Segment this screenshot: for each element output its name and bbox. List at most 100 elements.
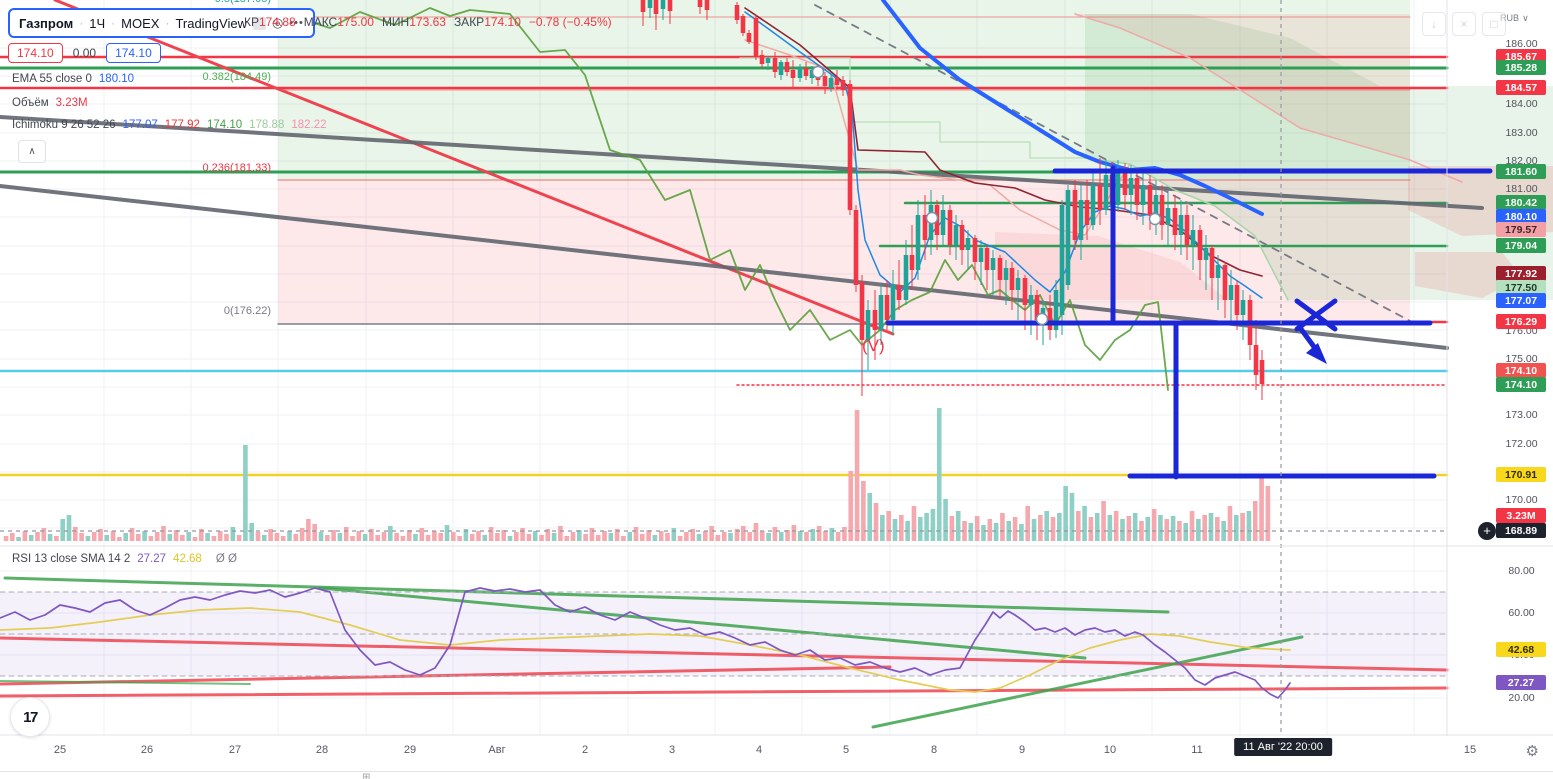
price-badge: 174.10 (1496, 363, 1546, 378)
ichimoku-legend-values: 177.07 177.92 174.10 178.88 182.22 (123, 119, 334, 131)
fib-level-label[interactable]: 0.236(181.33) (202, 162, 272, 174)
price-axis-label: 60.00 (1508, 607, 1535, 619)
symbol-toolbar[interactable]: Газпром · 1Ч · MOEX · TradingView ◎ ••• (8, 8, 315, 38)
volume-bar (993, 523, 999, 541)
volume-bar (243, 445, 248, 541)
price-badge: 180.10 (1496, 209, 1546, 224)
fib-level-label[interactable]: 0(176.22) (223, 305, 271, 317)
volume-bar (1259, 477, 1264, 541)
ghost-toolbar-icon[interactable]: × (1452, 12, 1476, 36)
candle-body (1003, 268, 1009, 280)
volume-bar (325, 535, 330, 541)
volume-legend[interactable]: Объём 3.23М (12, 97, 88, 109)
volume-bar (551, 533, 557, 541)
volume-bar (1069, 493, 1075, 541)
volume-bar (451, 532, 456, 541)
volume-bar (375, 535, 380, 541)
wave-annotation-v[interactable]: (V) (862, 336, 885, 355)
interval-label[interactable]: 1Ч (89, 15, 106, 31)
volume-bar (444, 525, 450, 541)
chevron-down-icon: ∨ (1522, 13, 1529, 23)
candle-body (803, 68, 809, 76)
candle-body (1122, 172, 1128, 195)
time-axis-tick: 9 (1018, 744, 1026, 756)
volume-bar (3, 536, 9, 541)
volume-bar (66, 515, 72, 541)
kumo-edge-green-line (1084, 157, 1289, 301)
volume-bar (350, 536, 355, 541)
ichimoku-legend[interactable]: Ichimoku 9 26 52 26 177.07 177.92 174.10 17… (12, 119, 334, 131)
collapse-pane-button[interactable]: ∧ (18, 140, 46, 163)
ghost-toolbar-icon[interactable]: ↓ (1422, 12, 1446, 36)
fib-level-label[interactable]: 0.382(184.49) (202, 71, 272, 83)
sell-price-button[interactable]: 174.10 (8, 43, 63, 63)
candle-body (1140, 185, 1146, 205)
symbol-name[interactable]: Газпром (19, 15, 74, 31)
volume-bar (589, 528, 595, 541)
tradingview-logo[interactable]: 17 (10, 697, 50, 737)
volume-bar (91, 532, 97, 541)
volume-bar (255, 532, 261, 541)
candle-body (1115, 172, 1121, 205)
volume-bar (943, 499, 948, 541)
ohlc-item: КР174.88 (244, 15, 296, 29)
candle-body (822, 76, 828, 86)
buy-price-button[interactable]: 174.10 (106, 43, 161, 63)
volume-bar (425, 535, 431, 541)
candle-body (990, 258, 996, 270)
volume-bar (1202, 515, 1207, 541)
trend-or-level-line (53, 0, 895, 336)
brand-label: TradingView (175, 15, 247, 31)
volume-bar (1082, 506, 1087, 541)
volume-bar (1057, 513, 1062, 541)
ghost-toolbar-icon[interactable]: □ (1482, 12, 1506, 36)
volume-bar (22, 531, 28, 541)
candle-body (884, 295, 890, 320)
volume-bar (331, 530, 336, 541)
exchange-label: MOEX (121, 15, 160, 31)
candle-body (1078, 200, 1084, 240)
volume-bar (633, 527, 639, 541)
candle-body (704, 0, 710, 10)
fib-level-label[interactable]: 0.5(187.05) (0, 0, 271, 5)
eye-icon[interactable]: ◎ (271, 15, 284, 30)
candle-body (1090, 185, 1096, 225)
volume-bar (608, 533, 614, 541)
volume-bar (646, 530, 651, 541)
rsi-legend[interactable]: RSI 13 close SMA 14 2 27.27 42.68 Ø Ø (12, 553, 237, 565)
ema-legend[interactable]: EMA 55 close 0 180.10 (12, 73, 134, 85)
tenkan-line (744, 11, 1263, 299)
gear-icon[interactable]: ⚙ (1525, 743, 1539, 760)
trend-or-level-line (318, 586, 1087, 660)
volume-bar (1012, 517, 1018, 541)
candle-body (834, 78, 840, 85)
fib-zone-pink (278, 180, 1410, 324)
add-alert-plus-button[interactable]: + (1478, 522, 1496, 540)
volume-bar (627, 532, 632, 541)
volume-bar (10, 533, 15, 541)
volume-bar (684, 532, 689, 541)
grid-icon[interactable]: ⊞ (362, 772, 371, 779)
price-badge: 184.57 (1496, 80, 1546, 95)
volume-bar (835, 532, 841, 541)
time-axis[interactable]: 25 26 27 28 29 Авг 2 3 4 5 8 9 10 11 15 11 Авг '22 20:0… (0, 736, 1553, 770)
volume-bar (577, 530, 582, 541)
volume-bar (1107, 515, 1113, 541)
time-axis-tick: 26 (140, 744, 154, 756)
price-badge: 42.68 (1496, 642, 1546, 657)
more-options-icon[interactable]: ••• (289, 17, 304, 29)
candle-body (790, 70, 796, 78)
volume-bar (1164, 519, 1170, 541)
bottom-toolbar-strip: ⊞ (0, 771, 1553, 779)
volume-bar (488, 527, 494, 541)
currency-selector[interactable]: RUB ∨ (1500, 12, 1529, 24)
price-badge: 185.28 (1496, 60, 1546, 75)
candle-body (872, 310, 878, 330)
ichimoku-value: 182.22 (291, 119, 327, 131)
volume-bar (199, 529, 204, 541)
volume-bar (280, 536, 286, 541)
candle-body (740, 16, 746, 33)
volume-bar (614, 529, 620, 541)
ema-legend-name: EMA 55 close 0 (12, 73, 92, 85)
